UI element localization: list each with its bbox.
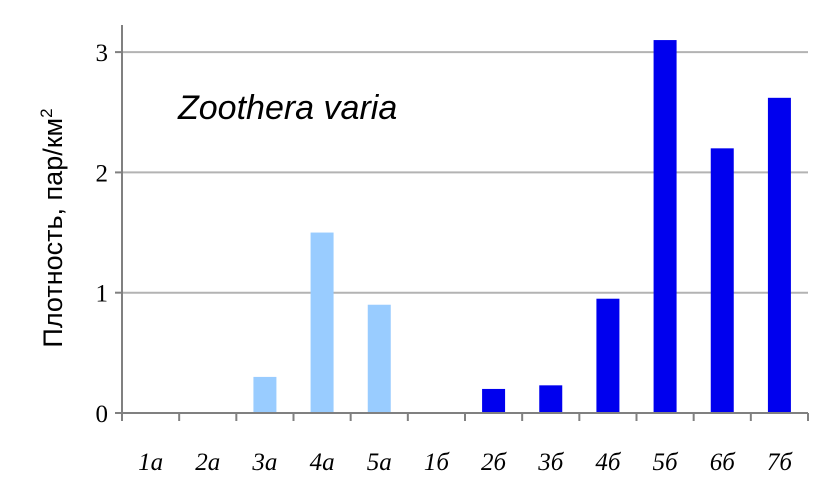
- bar-3а: [253, 376, 277, 413]
- y-tick-label-0: 0: [96, 401, 109, 428]
- y-tick-labels: 0 1 2 3: [96, 40, 109, 428]
- x-tick-label-2б: 2б: [481, 449, 508, 476]
- y-tick-label-2: 2: [96, 160, 109, 187]
- bar-5б: [653, 40, 677, 413]
- bar-6б: [710, 148, 734, 413]
- x-tick-label-3а: 3а: [251, 449, 277, 476]
- bar-4а: [310, 232, 334, 413]
- y-axis-label-text: Плотность, пар/км: [38, 118, 68, 348]
- x-tick-labels: 1а 2а 3а 4а 5а 1б 2б 3б 4б 5б 6б 7б: [138, 449, 793, 476]
- x-tick-label-5б: 5б: [653, 449, 680, 476]
- x-tick-label-2а: 2а: [195, 449, 220, 476]
- bar-2б: [482, 388, 506, 413]
- x-tick-label-4а: 4а: [310, 449, 335, 476]
- bars: [253, 40, 791, 414]
- x-tick-label-3б: 3б: [537, 449, 565, 476]
- grid-lines: [122, 51, 808, 294]
- x-tick-label-6б: 6б: [710, 449, 737, 476]
- y-axis-label-superscript: 2: [37, 108, 56, 117]
- axes: [115, 25, 809, 421]
- x-tick-label-1а: 1а: [138, 449, 163, 476]
- x-tick-label-7б: 7б: [767, 449, 794, 476]
- bar-4б: [596, 298, 620, 413]
- species-annotation: Zoothera varia: [177, 89, 397, 127]
- y-tick-label-1: 1: [96, 281, 109, 308]
- x-tick-label-1б: 1б: [424, 449, 451, 476]
- y-axis-label: Плотность, пар/км2: [37, 108, 68, 347]
- bar-3б: [539, 385, 563, 413]
- bar-7б: [767, 97, 791, 414]
- x-tick-label-4б: 4б: [595, 449, 622, 476]
- bar-5а: [367, 304, 391, 413]
- y-tick-label-3: 3: [96, 40, 109, 67]
- x-tick-label-5а: 5а: [367, 449, 392, 476]
